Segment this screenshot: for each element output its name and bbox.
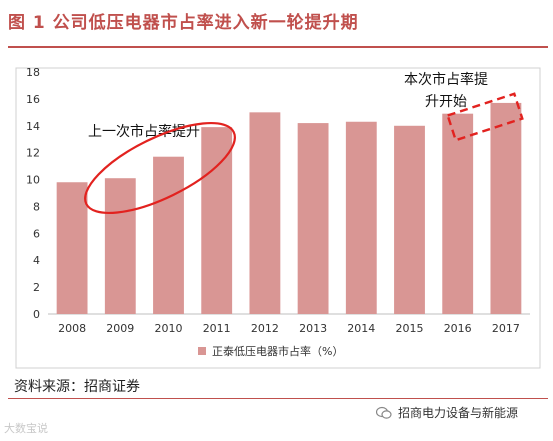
x-tick-label: 2016 bbox=[444, 322, 472, 335]
y-tick-label: 16 bbox=[26, 93, 40, 106]
legend-label: 正泰低压电器市占率（%） bbox=[212, 344, 343, 358]
x-tick-label: 2013 bbox=[299, 322, 327, 335]
source-note: 资料来源：招商证券 bbox=[14, 379, 140, 395]
x-tick-label: 2014 bbox=[347, 322, 375, 335]
x-tick-label: 2009 bbox=[106, 322, 134, 335]
bar-2012 bbox=[249, 112, 281, 314]
annotation-ellipse bbox=[84, 121, 236, 215]
y-tick-label: 6 bbox=[33, 227, 40, 240]
y-tick-label: 14 bbox=[26, 120, 40, 133]
bar-2013 bbox=[297, 123, 329, 314]
wechat-watermark: 招商电力设备与新能源 bbox=[375, 404, 519, 421]
x-axis-ticks: 2008 2009 2010 2011 2012 2013 2014 2015 2016 2017 bbox=[58, 322, 520, 335]
y-tick-label: 0 bbox=[33, 308, 40, 321]
y-tick-label: 4 bbox=[33, 254, 40, 267]
x-tick-label: 2008 bbox=[58, 322, 86, 335]
y-tick-label: 10 bbox=[26, 174, 40, 187]
legend: 正泰低压电器市占率（%） bbox=[198, 344, 343, 358]
annotation-previous-rise: 上一次市占率提升 bbox=[88, 123, 200, 140]
legend-swatch bbox=[198, 347, 206, 355]
annotation-current-rise-line: 本次市占率提 bbox=[404, 71, 488, 88]
annotation-current-rise-line: 升开始 bbox=[425, 94, 467, 110]
watermark-text: 招商电力设备与新能源 bbox=[398, 406, 519, 420]
bar-2010 bbox=[153, 156, 184, 314]
bar-2008 bbox=[56, 182, 88, 314]
y-tick-label: 2 bbox=[33, 281, 40, 294]
bars bbox=[56, 102, 522, 315]
bar-2009 bbox=[104, 178, 136, 314]
y-tick-label: 8 bbox=[33, 200, 40, 213]
bar-2016 bbox=[442, 113, 474, 314]
bar-2017 bbox=[490, 102, 522, 314]
y-axis-ticks: 0 2 4 6 8 10 12 14 16 18 bbox=[26, 66, 40, 321]
title-divider bbox=[8, 46, 548, 48]
bar-2014 bbox=[345, 121, 377, 314]
y-tick-label: 12 bbox=[26, 147, 40, 160]
figure-title: 图 1 公司低压电器市占率进入新一轮提升期 bbox=[8, 13, 359, 33]
x-tick-label: 2015 bbox=[396, 322, 424, 335]
x-tick-label: 2012 bbox=[251, 322, 279, 335]
bar-2015 bbox=[394, 125, 425, 315]
x-tick-label: 2017 bbox=[492, 322, 520, 335]
x-tick-label: 2011 bbox=[203, 322, 231, 335]
x-tick-label: 2010 bbox=[155, 322, 183, 335]
annotation-dashed-box bbox=[446, 92, 524, 142]
site-watermark: 大数宝说 bbox=[4, 422, 48, 435]
bottom-divider bbox=[8, 398, 548, 399]
wechat-icon bbox=[375, 406, 392, 420]
y-tick-label: 18 bbox=[26, 66, 40, 79]
bar-2011 bbox=[201, 127, 233, 314]
